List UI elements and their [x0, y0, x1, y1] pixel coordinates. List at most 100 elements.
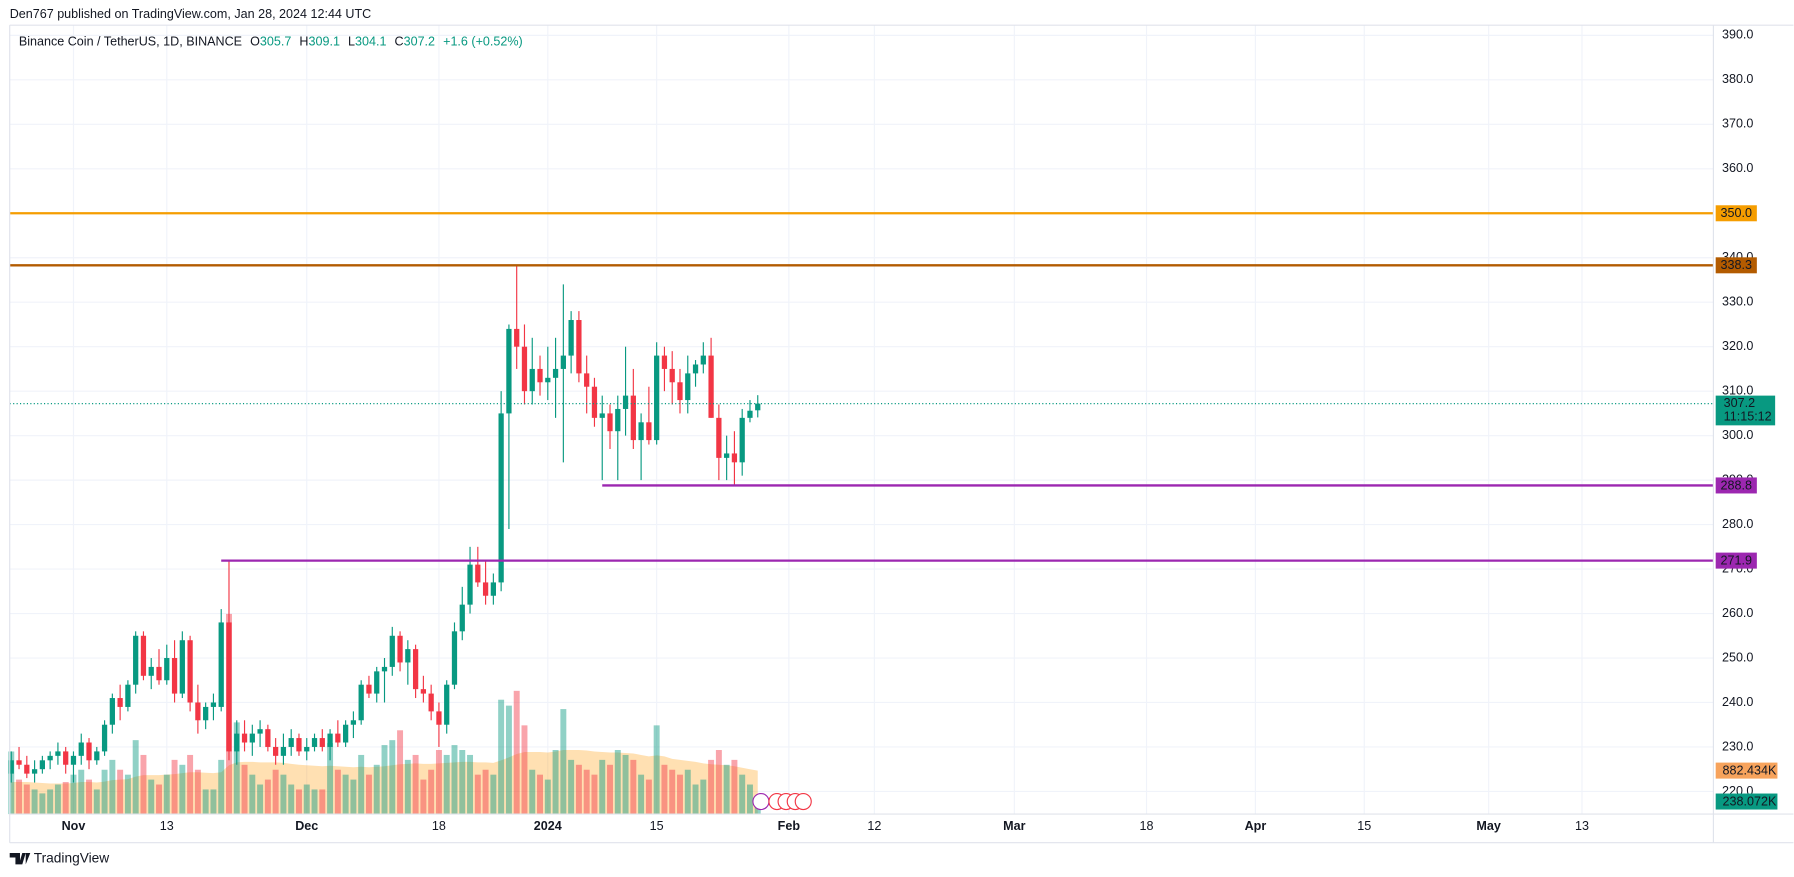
volume-bar — [645, 779, 652, 815]
x-tick-label: 15 — [1357, 819, 1371, 833]
y-tick-label: 330.0 — [1722, 295, 1753, 309]
y-tick-label: 280.0 — [1722, 517, 1753, 531]
candle-body — [210, 702, 217, 707]
volume-bar — [708, 759, 715, 815]
candle-body — [475, 564, 481, 583]
countdown: 11:15:12 — [1724, 410, 1772, 424]
candle-body — [39, 760, 45, 770]
candle-body — [638, 422, 644, 441]
volume-bar — [474, 774, 481, 815]
candle-body — [560, 355, 566, 369]
volume-bar — [187, 754, 194, 815]
volume-bar — [700, 779, 707, 815]
volume-bar — [544, 779, 551, 815]
volume-bar — [280, 774, 287, 815]
volume-bar — [443, 754, 450, 815]
candle-body — [716, 417, 722, 458]
candle-body — [630, 395, 636, 441]
candle-body — [607, 413, 613, 432]
volume-bar — [560, 709, 567, 815]
volume-bar — [568, 759, 575, 815]
open-value: 305.7 — [260, 35, 291, 49]
volume-bar — [622, 754, 629, 815]
candle-body — [685, 373, 691, 401]
volume-bar — [583, 769, 590, 815]
volume-ma-label: 882.434K — [1723, 763, 1777, 777]
volume-bar — [420, 779, 427, 815]
candle-body — [381, 666, 388, 672]
candle-body — [490, 582, 496, 596]
candle-body — [101, 724, 108, 752]
volume-bar — [607, 764, 613, 815]
y-tick-label: 250.0 — [1722, 650, 1753, 664]
volume-bar — [521, 725, 528, 815]
volume-bar — [31, 789, 38, 815]
volume-bar — [614, 750, 621, 815]
candle-body — [654, 355, 660, 441]
volume-bar — [591, 774, 598, 815]
y-tick-label: 360.0 — [1722, 161, 1753, 175]
volume-bar — [70, 774, 77, 815]
x-tick-label: Dec — [295, 819, 318, 833]
candle-body — [739, 417, 745, 463]
candle-body — [537, 368, 543, 383]
x-tick-label: Mar — [1003, 819, 1025, 833]
candle-body — [280, 746, 287, 756]
candle-body — [374, 671, 380, 694]
volume-ma-area — [11, 750, 758, 815]
volume-bar — [109, 759, 116, 815]
candle-body — [467, 564, 473, 605]
candle-body — [70, 755, 77, 765]
volume-bar — [78, 769, 85, 815]
volume-bar — [132, 740, 139, 815]
y-tick-label: 370.0 — [1722, 117, 1753, 131]
candle-body — [203, 706, 209, 721]
level-label-box — [1715, 477, 1757, 494]
level-label: 350.0 — [1721, 206, 1752, 220]
volume-bar — [373, 764, 380, 815]
publisher: Den767 published on TradingView.com, Jan… — [10, 7, 372, 21]
volume-bar — [163, 774, 170, 815]
volume-bar — [156, 784, 162, 815]
volume-bar — [62, 782, 69, 815]
level-label: 338.3 — [1721, 258, 1752, 272]
candle-body — [218, 622, 224, 707]
volume-bar — [272, 769, 279, 815]
candle-body — [288, 738, 294, 747]
volume-bar — [288, 784, 295, 815]
volume-bar — [179, 764, 186, 815]
candle-body — [436, 711, 442, 725]
volume-bar — [202, 789, 209, 815]
high-label: H — [299, 35, 308, 49]
candle-body — [265, 729, 271, 747]
last-price-box — [1715, 395, 1776, 426]
volume-bar — [661, 764, 668, 815]
candle-body — [319, 738, 325, 747]
candle-body — [304, 746, 310, 752]
x-tick-label: 13 — [160, 819, 174, 833]
x-tick-label: 18 — [1140, 819, 1154, 833]
candle-body — [234, 733, 240, 752]
candle-body — [420, 689, 427, 694]
x-tick-label: 18 — [432, 819, 446, 833]
volume-bar — [459, 750, 466, 815]
volume-bar — [350, 779, 357, 815]
candle-body — [366, 684, 372, 694]
volume-bar — [490, 774, 497, 815]
volume-bar — [23, 784, 30, 815]
candle-body — [482, 582, 489, 596]
volume-bar — [692, 784, 699, 815]
candle-body — [31, 769, 38, 774]
volume-bar — [630, 759, 637, 815]
candle-body — [724, 453, 730, 458]
candle-body — [164, 658, 170, 681]
open-label: O — [250, 35, 260, 49]
candle-body — [498, 413, 504, 583]
candle-body — [156, 666, 162, 681]
volume-bar — [249, 774, 256, 815]
candle-body — [140, 635, 147, 676]
candle-body — [591, 386, 598, 418]
candle-body — [412, 649, 419, 690]
volume-bar — [358, 754, 365, 815]
volume-bar — [47, 789, 54, 815]
